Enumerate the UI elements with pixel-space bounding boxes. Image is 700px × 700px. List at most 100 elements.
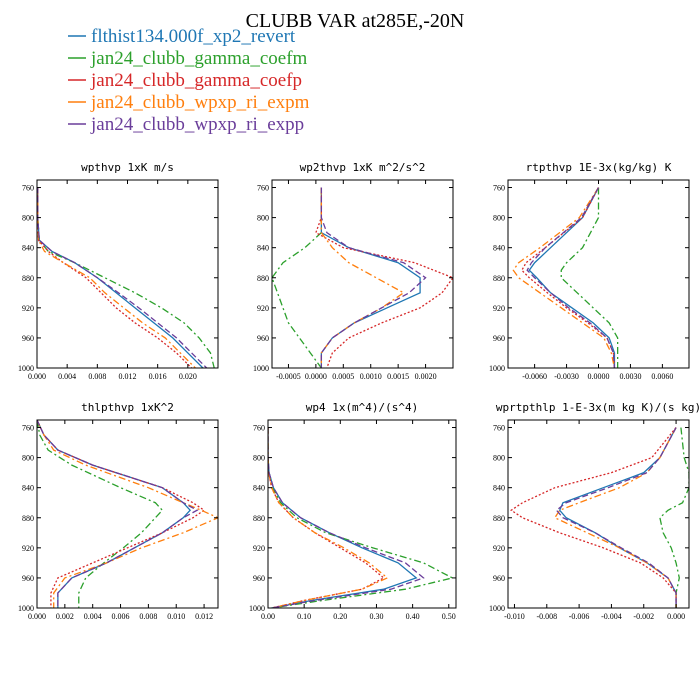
- x-tick-label: 0.0010: [360, 372, 382, 381]
- series-line: [37, 187, 196, 368]
- y-tick-label: 880: [257, 274, 269, 283]
- series-line: [553, 427, 677, 608]
- legend-label: jan24_clubb_wpxp_ri_expp: [90, 114, 304, 135]
- y-tick-label: 840: [493, 244, 505, 253]
- x-tick-label: 0.000: [667, 612, 685, 621]
- x-tick-label: 0.0015: [387, 372, 409, 381]
- x-tick-label: 0.006: [112, 612, 130, 621]
- panel-title: thlpthvp 1xK^2: [81, 401, 174, 414]
- y-tick-label: 760: [493, 184, 505, 193]
- chart-panel-6: wprtpthlp 1-E-3x(m kg K)/(s kg) 760 800 840…: [489, 401, 700, 621]
- chart-panel-4: thlpthvp 1xK^276080084088092096010000.00…: [18, 401, 219, 621]
- plot-frame: [267, 419, 457, 609]
- series-line: [320, 187, 421, 368]
- x-tick-label: 0.0020: [415, 372, 437, 381]
- y-tick-label: 760: [257, 184, 269, 193]
- x-tick-label: -0.008: [536, 612, 557, 621]
- y-tick-label: 920: [493, 304, 505, 313]
- series-line: [320, 187, 427, 368]
- x-tick-label: 0.008: [139, 612, 157, 621]
- x-tick-label: 0.012: [195, 612, 213, 621]
- y-tick-label: 880: [493, 274, 505, 283]
- series-line: [512, 187, 616, 368]
- x-tick-label: 0.010: [167, 612, 185, 621]
- y-tick-label: 760: [22, 184, 34, 193]
- y-tick-label: 1000: [253, 364, 269, 373]
- y-tick-label: 840: [493, 484, 505, 493]
- x-tick-label: 0.50: [442, 612, 456, 621]
- y-tick-label: 800: [22, 454, 34, 463]
- x-tick-label: 0.0030: [619, 372, 641, 381]
- y-tick-label: 920: [257, 304, 269, 313]
- y-tick-label: 960: [493, 334, 505, 343]
- series-line: [560, 187, 619, 368]
- y-tick-label: 1000: [18, 604, 34, 613]
- x-tick-label: -0.004: [601, 612, 622, 621]
- y-tick-label: 840: [257, 244, 269, 253]
- series-line: [37, 420, 218, 608]
- x-tick-label: -0.0030: [554, 372, 579, 381]
- panel-title: wpthvp 1xK m/s: [81, 161, 174, 174]
- y-tick-label: 920: [493, 544, 505, 553]
- series-line: [268, 427, 455, 608]
- y-tick-label: 960: [493, 574, 505, 583]
- x-tick-label: 0.002: [56, 612, 74, 621]
- series-line: [521, 187, 616, 368]
- y-tick-label: 800: [253, 454, 265, 463]
- chart-panel-5: wp4 1x(m^4)/(s^4)76080084088092096010000…: [249, 401, 457, 621]
- y-tick-label: 880: [22, 274, 34, 283]
- legend-label: jan24_clubb_gamma_coefp: [90, 70, 302, 91]
- x-tick-label: 0.004: [84, 612, 102, 621]
- y-tick-label: 960: [257, 334, 269, 343]
- y-tick-label: 920: [22, 544, 34, 553]
- figure-title: CLUBB VAR at285E,-20N: [246, 10, 465, 32]
- y-tick-label: 1000: [18, 364, 34, 373]
- series-line: [37, 187, 208, 368]
- series-line: [268, 427, 385, 608]
- y-tick-label: 920: [22, 304, 34, 313]
- series-line: [528, 187, 616, 368]
- chart-panel-3: rtpthvp 1E-3x(kg/kg) K 760 800 840 880 920 960…: [489, 161, 690, 381]
- panel-title: wp4 1x(m^4)/(s^4): [306, 401, 419, 414]
- plot-frame: [507, 419, 690, 609]
- series-line: [37, 420, 206, 608]
- y-tick-label: 880: [493, 514, 505, 523]
- x-tick-label: 0.008: [88, 372, 106, 381]
- series-line: [555, 427, 677, 608]
- x-tick-label: 0.0000: [588, 372, 610, 381]
- x-tick-label: 0.40: [406, 612, 420, 621]
- series-line: [37, 420, 164, 608]
- y-tick-label: 760: [22, 424, 34, 433]
- x-tick-label: 0.00: [261, 612, 275, 621]
- y-tick-label: 760: [493, 424, 505, 433]
- x-tick-label: 0.0000: [305, 372, 327, 381]
- series-line: [526, 187, 616, 368]
- y-tick-label: 920: [253, 544, 265, 553]
- y-tick-label: 1000: [489, 364, 505, 373]
- series-line: [37, 187, 204, 368]
- legend-label: flthist134.000f_xp2_revert: [91, 26, 296, 47]
- y-tick-label: 800: [493, 214, 505, 223]
- series-line: [268, 427, 418, 608]
- x-tick-label: 0.020: [179, 372, 197, 381]
- y-tick-label: 840: [22, 244, 34, 253]
- panel-title: wp2thvp 1xK m^2/s^2: [300, 161, 426, 174]
- x-tick-label: -0.0060: [522, 372, 547, 381]
- plot-frame: [36, 419, 219, 609]
- x-tick-label: 0.30: [369, 612, 383, 621]
- chart-panels: wpthvp 1xK m/s76080084088092096010000.00…: [18, 161, 700, 621]
- series-line: [558, 427, 677, 608]
- y-tick-label: 1000: [249, 604, 265, 613]
- panel-title: rtpthvp 1E-3x(kg/kg) K: [526, 161, 672, 174]
- y-tick-label: 840: [22, 484, 34, 493]
- plot-frame: [271, 179, 454, 369]
- y-tick-label: 760: [253, 424, 265, 433]
- series-line: [268, 427, 425, 608]
- y-tick-label: 880: [22, 514, 34, 523]
- x-tick-label: 0.004: [58, 372, 76, 381]
- series-line: [37, 187, 193, 368]
- y-tick-label: 800: [22, 214, 34, 223]
- legend: flthist134.000f_xp2_revert jan24_clubb_ga…: [68, 26, 310, 135]
- x-tick-label: 0.10: [297, 612, 311, 621]
